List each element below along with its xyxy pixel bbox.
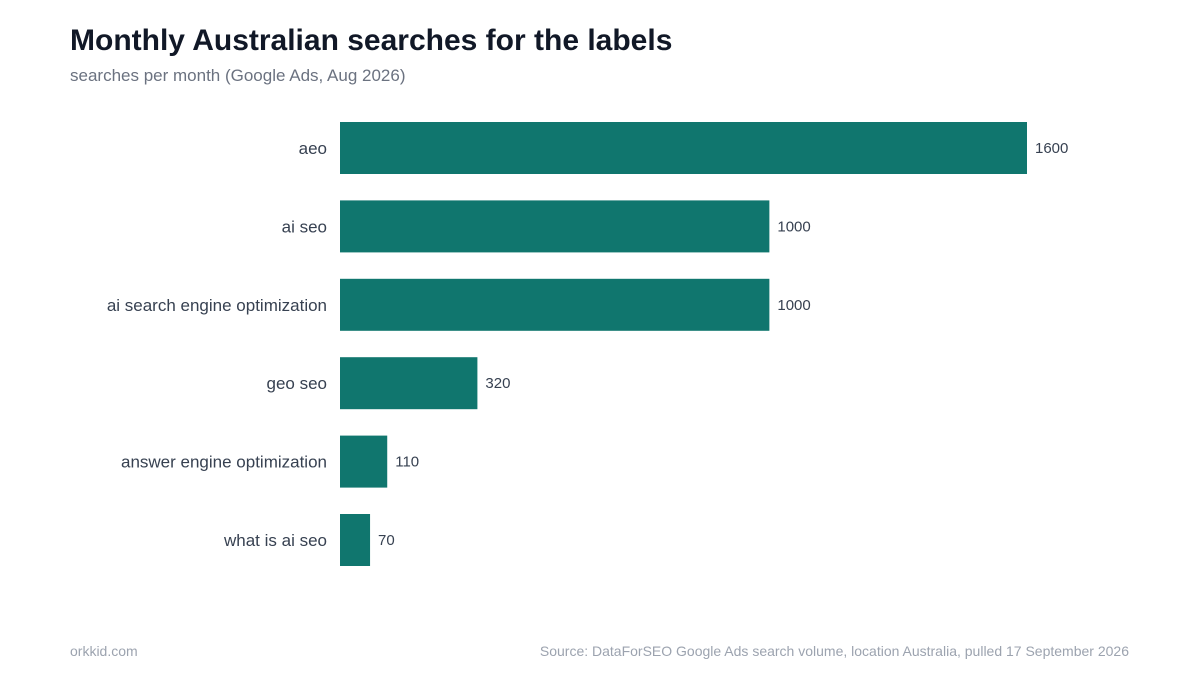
bar-group: aeo 1600 ai seo 1000 ai search engine optimi… <box>107 122 1068 566</box>
value-label: 320 <box>485 375 510 392</box>
category-label: ai search engine optimization <box>107 296 327 315</box>
bar-4 <box>340 435 388 488</box>
bar-5 <box>340 514 371 566</box>
bar-2 <box>340 278 770 331</box>
source-note: Source: DataForSEO Google Ads search vol… <box>539 643 1129 659</box>
category-label: aeo <box>299 139 327 158</box>
site-credit: orkkid.com <box>70 643 138 659</box>
chart-subtitle: searches per month (Google Ads, Aug 2026… <box>70 66 406 85</box>
chart-title: Monthly Australian searches for the labe… <box>70 24 673 57</box>
category-label: ai seo <box>282 217 327 236</box>
value-label: 1600 <box>1035 140 1068 157</box>
category-label: geo seo <box>267 374 328 393</box>
category-label: what is ai seo <box>223 531 327 550</box>
value-label: 1000 <box>777 297 810 314</box>
bar-0 <box>340 122 1027 174</box>
category-label: answer engine optimization <box>121 453 327 472</box>
value-label: 70 <box>378 532 395 549</box>
bar-1 <box>340 200 770 253</box>
bar-3 <box>340 357 478 410</box>
value-label: 110 <box>395 454 419 471</box>
value-label: 1000 <box>777 218 810 235</box>
